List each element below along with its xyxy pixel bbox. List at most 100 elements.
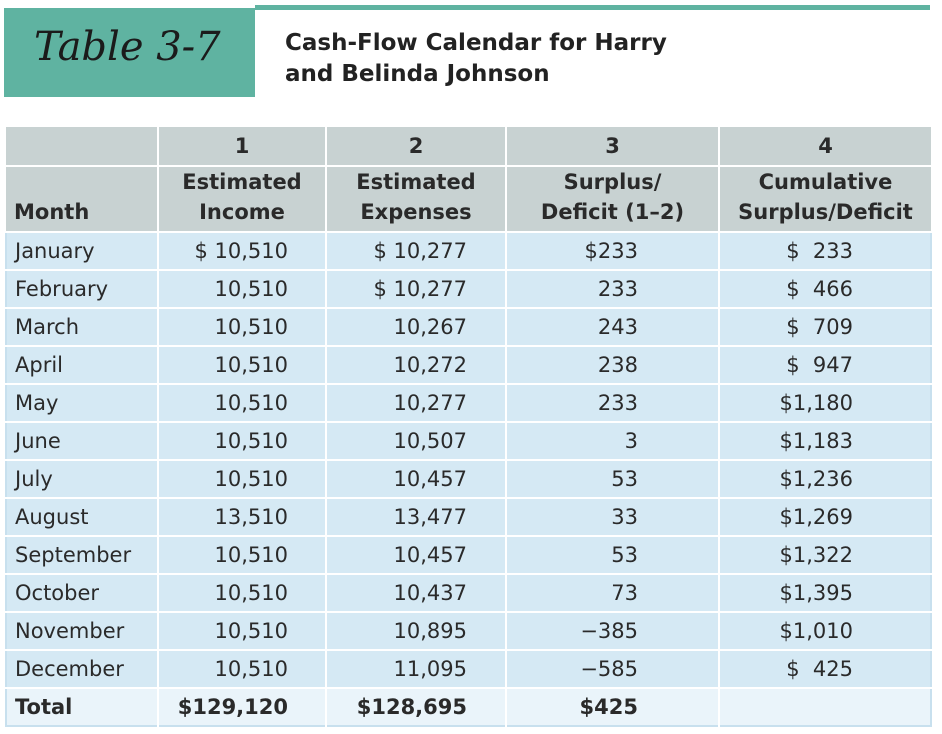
cell: 11,095 [325, 649, 506, 688]
cell: 10,510 [157, 649, 326, 688]
cell: 10,510 [157, 307, 326, 346]
month-row: September 10,510 10,457 53 $1,322 [6, 535, 931, 574]
column-header-line: Surplus/Deficit [738, 200, 913, 224]
cell: $1,236 [718, 459, 931, 498]
column-header-line: Estimated [356, 170, 476, 194]
row-label: November [6, 611, 158, 650]
cell: 10,457 [325, 459, 506, 498]
cell: 233 [505, 269, 719, 308]
cell: 73 [505, 573, 719, 612]
table-body: January $ 10,510 $ 10,277 $233 $ 233 February… [6, 231, 931, 726]
month-row: March 10,510 10,267 243 $ 709 [6, 307, 931, 346]
cell: $ 10,277 [325, 231, 506, 270]
cell: 10,895 [325, 611, 506, 650]
cell: 10,510 [157, 345, 326, 384]
column-header-line: Surplus/ [563, 170, 662, 194]
cell: $1,322 [718, 535, 931, 574]
row-label: June [6, 421, 158, 460]
row-label: July [6, 459, 158, 498]
cash-flow-table: 1 2 3 4 Month Estimated Income Estimated Expense… [5, 127, 932, 727]
column-number: 2 [325, 127, 506, 167]
month-row: December 10,510 11,095 −585 $ 425 [6, 649, 931, 688]
column-header-line: Income [199, 200, 285, 224]
month-row: August 13,510 13,477 33 $1,269 [6, 497, 931, 536]
cell: $ 233 [718, 231, 931, 270]
column-header: Estimated Expenses [325, 166, 506, 232]
cell: $ 709 [718, 307, 931, 346]
cell: 10,437 [325, 573, 506, 612]
column-header: Surplus/Deficit (1–2) [505, 166, 719, 232]
cell: 10,510 [157, 611, 326, 650]
row-label: February [6, 269, 158, 308]
row-label: December [6, 649, 158, 688]
header-rule [255, 5, 930, 10]
row-label: March [6, 307, 158, 346]
cell: $233 [505, 231, 719, 270]
month-row: June 10,510 10,507 3 $1,183 [6, 421, 931, 460]
cell: 243 [505, 307, 719, 346]
cell: $1,010 [718, 611, 931, 650]
cell: 10,510 [157, 383, 326, 422]
table-head: 1 2 3 4 Month Estimated Income Estimated Expense… [6, 127, 931, 232]
column-header-line: Deficit (1–2) [540, 200, 685, 224]
cell: $ 10,510 [157, 231, 326, 270]
cell: 10,510 [157, 573, 326, 612]
column-number: 1 [157, 127, 326, 167]
column-header: Cumulative Surplus/Deficit [718, 166, 931, 232]
cell: 10,510 [157, 535, 326, 574]
month-row: April 10,510 10,272 238 $ 947 [6, 345, 931, 384]
month-row: January $ 10,510 $ 10,277 $233 $ 233 [6, 231, 931, 270]
cell: 10,272 [325, 345, 506, 384]
row-label: May [6, 383, 158, 422]
row-label: August [6, 497, 158, 536]
table-label: Table 3-7 [34, 24, 221, 70]
month-row: October 10,510 10,437 73 $1,395 [6, 573, 931, 612]
column-header-line: Cumulative [758, 170, 893, 194]
cell: −585 [505, 649, 719, 688]
cell: $425 [505, 687, 719, 726]
column-number: 3 [505, 127, 719, 167]
cell: 10,510 [157, 269, 326, 308]
column-header-row: Month Estimated Income Estimated Expenses Sur… [6, 166, 931, 232]
row-label: January [6, 231, 158, 270]
cell [718, 687, 931, 726]
month-row: November 10,510 10,895 −385 $1,010 [6, 611, 931, 650]
cell: 53 [505, 459, 719, 498]
month-row: February 10,510 $ 10,277 233 $ 466 [6, 269, 931, 308]
column-header-line: Expenses [360, 200, 472, 224]
cell: 233 [505, 383, 719, 422]
column-header: Month [6, 166, 158, 232]
cell: $ 466 [718, 269, 931, 308]
cell: 10,267 [325, 307, 506, 346]
column-header-line: Estimated [182, 170, 302, 194]
cell: $ 947 [718, 345, 931, 384]
total-row: Total $129,120 $128,695 $425 [6, 687, 931, 726]
cell: 10,510 [157, 459, 326, 498]
cell: $1,395 [718, 573, 931, 612]
cell: 238 [505, 345, 719, 384]
cell: 13,477 [325, 497, 506, 536]
month-row: July 10,510 10,457 53 $1,236 [6, 459, 931, 498]
cell: −385 [505, 611, 719, 650]
cell: $1,183 [718, 421, 931, 460]
table-title: Cash-Flow Calendar for Harry and Belinda… [285, 30, 667, 87]
cell: $1,269 [718, 497, 931, 536]
column-number: 4 [718, 127, 931, 167]
row-label: September [6, 535, 158, 574]
cell: 10,510 [157, 421, 326, 460]
cell: $ 425 [718, 649, 931, 688]
cell: $128,695 [325, 687, 506, 726]
row-label: October [6, 573, 158, 612]
column-header-line: Month [14, 200, 90, 224]
column-number [6, 127, 158, 167]
cell: 10,507 [325, 421, 506, 460]
cell: $ 10,277 [325, 269, 506, 308]
table-badge: Table 3-7 [4, 8, 255, 97]
cell: $1,180 [718, 383, 931, 422]
cell: 53 [505, 535, 719, 574]
cell: 33 [505, 497, 719, 536]
row-label: Total [6, 687, 158, 726]
cell: 10,457 [325, 535, 506, 574]
month-row: May 10,510 10,277 233 $1,180 [6, 383, 931, 422]
